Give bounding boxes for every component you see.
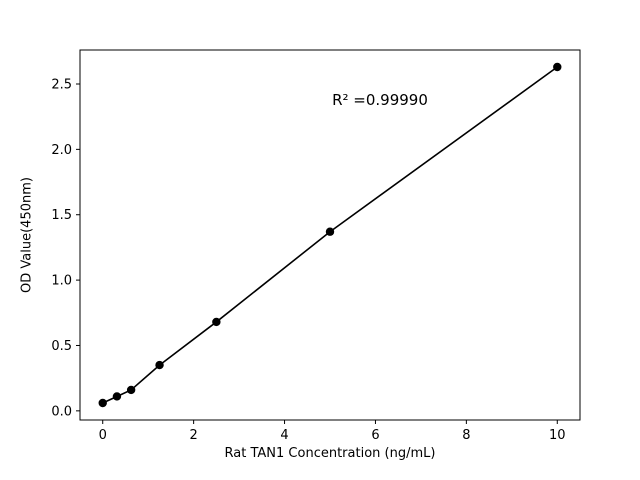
data-point: [212, 317, 221, 327]
data-point: [155, 360, 164, 370]
y-tick-label: 2.5: [51, 77, 72, 92]
x-tick-label: 4: [280, 428, 288, 443]
x-tick-label: 2: [189, 428, 197, 443]
y-tick-label: 1.0: [51, 274, 72, 289]
x-tick-label: 0: [99, 428, 107, 443]
data-point: [325, 227, 335, 236]
x-tick-label: 10: [549, 428, 566, 443]
x-tick-label: 6: [371, 428, 379, 443]
x-axis-label: Rat TAN1 Concentration (ng/mL): [224, 446, 436, 461]
r-squared-annotation: R² =0.99990: [332, 91, 428, 109]
plot-frame: [79, 49, 581, 421]
y-tick-label: 0.5: [51, 339, 72, 354]
x-tick-label: 8: [462, 428, 470, 443]
data-point: [112, 392, 122, 401]
y-axis-label: OD Value(450nm): [19, 177, 35, 293]
y-tick-label: 1.5: [51, 208, 72, 223]
y-tick-label: 0.0: [51, 404, 72, 419]
y-tick-label: 2.0: [51, 143, 72, 158]
data-point: [98, 398, 107, 408]
data-point: [553, 62, 562, 72]
data-point: [126, 385, 136, 395]
